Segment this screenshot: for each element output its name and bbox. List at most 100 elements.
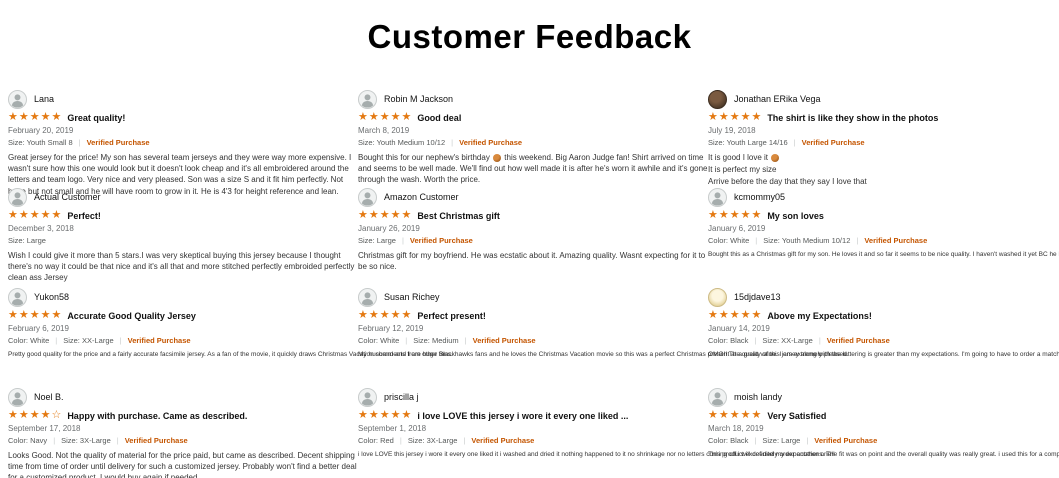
meta-separator: | bbox=[464, 336, 467, 345]
verified-purchase-badge: Verified Purchase bbox=[472, 336, 536, 345]
meta-separator: | bbox=[53, 436, 56, 445]
star-rating-icon: ★★★★★ bbox=[8, 209, 63, 221]
reviewer-row: moish landy bbox=[708, 387, 1058, 407]
person-icon bbox=[11, 291, 24, 306]
review-body: Christmas gift for my boyfriend. He was … bbox=[358, 250, 708, 272]
review-body-line: My husband and I are huge Blackhawks fan… bbox=[358, 351, 849, 358]
review-body: This product exceeded my expectations. T… bbox=[708, 450, 1059, 459]
ball-emoji-icon bbox=[771, 153, 780, 162]
reviewer-name: kcmommy05 bbox=[734, 192, 786, 202]
review-body: My husband and I are huge Blackhawks fan… bbox=[358, 350, 849, 359]
review-card: Actual Customer ★★★★★ Perfect! December … bbox=[8, 187, 358, 285]
reviewer-name: Amazon Customer bbox=[384, 192, 459, 202]
review-body: Bought this for our nephew's birthday th… bbox=[358, 152, 708, 186]
star-rating-icon: ★★★★★ bbox=[708, 111, 763, 123]
review-title: Very Satisfied bbox=[767, 410, 827, 421]
attr-label: Color: Black bbox=[708, 336, 749, 345]
reviewer-row: Actual Customer bbox=[8, 187, 358, 207]
meta-separator: | bbox=[55, 336, 58, 345]
stars-row: ★★★★★ Perfect! bbox=[8, 210, 358, 221]
review-card: Robin M Jackson ★★★★★ Good deal March 8,… bbox=[358, 89, 708, 187]
reviewer-name: 15djdave13 bbox=[734, 292, 781, 302]
verified-purchase-badge: Verified Purchase bbox=[814, 436, 878, 445]
attr-label: Color: White bbox=[8, 336, 50, 345]
attr-label: Size: Large bbox=[358, 236, 396, 245]
review-title: Accurate Good Quality Jersey bbox=[67, 310, 196, 321]
review-card: kcmommy05 ★★★★★ My son loves January 6, … bbox=[708, 187, 1059, 260]
attr-label: Size: Youth Small 8 bbox=[8, 138, 73, 147]
attr-label: Color: Black bbox=[708, 436, 749, 445]
meta-separator: | bbox=[793, 138, 796, 147]
review-body-line: Christmas gift for my boyfriend. He was … bbox=[358, 251, 706, 272]
meta-separator: | bbox=[399, 436, 402, 445]
review-body-line: Pretty good quality for the price and a … bbox=[8, 351, 453, 358]
reviewer-row: Noel B. bbox=[8, 387, 358, 407]
attr-label: Size: Youth Large 14/16 bbox=[708, 138, 788, 147]
review-date: March 8, 2019 bbox=[358, 126, 410, 135]
meta-separator: | bbox=[755, 236, 758, 245]
verified-purchase-badge: Verified Purchase bbox=[471, 436, 535, 445]
meta-separator: | bbox=[119, 336, 122, 345]
review-body: Great jersey for the price! My son has s… bbox=[8, 152, 358, 197]
reviewer-name: Jonathan ERika Vega bbox=[734, 94, 821, 104]
review-body: Wish I could give it more than 5 stars.I… bbox=[8, 250, 358, 284]
review-title: Great quality! bbox=[67, 112, 126, 123]
page-title: Customer Feedback bbox=[367, 18, 692, 55]
review-title: Happy with purchase. Came as described. bbox=[67, 410, 248, 421]
review-title: Best Christmas gift bbox=[417, 210, 500, 221]
review-body: Pretty good quality for the price and a … bbox=[8, 350, 453, 359]
review-meta: Color: Navy | Size: 3X-Large | Verified Purc… bbox=[8, 436, 358, 445]
meta-separator: | bbox=[401, 236, 404, 245]
stars-row: ★★★★★ My son loves bbox=[708, 210, 1058, 221]
meta-separator: | bbox=[818, 336, 821, 345]
review-title: My son loves bbox=[767, 210, 824, 221]
reviewer-row: 15djdave13 bbox=[708, 287, 1058, 307]
review-body: OMG!! The quality of this jersey along w… bbox=[708, 350, 1059, 359]
avatar bbox=[358, 89, 377, 109]
review-body-line: Great jersey for the price! My son has s… bbox=[8, 153, 352, 196]
review-title: Above my Expectations! bbox=[767, 310, 872, 321]
avatar bbox=[358, 187, 377, 207]
stars-row: ★★★★★ Best Christmas gift bbox=[358, 210, 708, 221]
avatar bbox=[8, 187, 27, 207]
attr-label: Size: Large bbox=[762, 436, 801, 445]
reviewer-name: priscilla j bbox=[384, 392, 419, 402]
review-meta: Size: Youth Medium 10/12 | Verified Purcha… bbox=[358, 138, 708, 147]
stars-row: ★★★★★ Good deal bbox=[358, 112, 708, 123]
star-rating-icon: ★★★★★ bbox=[8, 309, 63, 321]
avatar bbox=[8, 89, 27, 109]
person-icon bbox=[361, 291, 374, 306]
meta-separator: | bbox=[116, 436, 119, 445]
stars-row: ★★★★★ Very Satisfied bbox=[708, 410, 1058, 421]
review-meta: Size: Large | Verified Purchase bbox=[358, 236, 708, 245]
attr-label: Size: Medium bbox=[413, 336, 459, 345]
review-body: Bought this as a Christmas gift for my s… bbox=[708, 250, 1059, 259]
stars-row: ★★★★★ The shirt is like they show in the… bbox=[708, 112, 1058, 123]
avatar bbox=[358, 387, 377, 407]
avatar bbox=[708, 387, 727, 407]
meta-separator: | bbox=[451, 138, 454, 147]
reviewer-row: kcmommy05 bbox=[708, 187, 1058, 207]
review-body-line: It is perfect my size bbox=[708, 165, 777, 175]
reviewer-row: Lana bbox=[8, 89, 358, 109]
review-title: Good deal bbox=[417, 112, 462, 123]
meta-separator: | bbox=[856, 236, 859, 245]
review-card: Amazon Customer ★★★★★ Best Christmas gif… bbox=[358, 187, 708, 273]
review-date: February 6, 2019 bbox=[8, 324, 69, 333]
reviewer-row: Amazon Customer bbox=[358, 187, 708, 207]
review-card: Jonathan ERika Vega ★★★★★ The shirt is l… bbox=[708, 89, 1058, 189]
avatar bbox=[8, 387, 27, 407]
star-rating-icon: ★★★★★ bbox=[358, 111, 413, 123]
attr-label: Color: Navy bbox=[8, 436, 48, 445]
attr-label: Size: Large bbox=[8, 236, 46, 245]
review-meta: Size: Large bbox=[8, 236, 358, 245]
stars-row: ★★★★★ Above my Expectations! bbox=[708, 310, 1058, 321]
avatar bbox=[708, 287, 727, 307]
review-date: January 6, 2019 bbox=[708, 224, 766, 233]
star-rating-icon: ★★★★★ bbox=[358, 409, 413, 421]
meta-separator: | bbox=[754, 336, 757, 345]
verified-purchase-badge: Verified Purchase bbox=[864, 236, 928, 245]
attr-label: Size: XX-Large bbox=[762, 336, 813, 345]
star-rating-icon: ★★★★★ bbox=[708, 309, 763, 321]
reviewer-name: Lana bbox=[34, 94, 55, 104]
